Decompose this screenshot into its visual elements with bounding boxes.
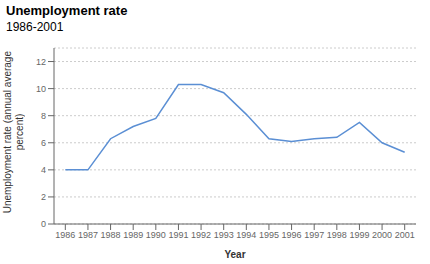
html-text:1986-2001: 1986-2001 (6, 20, 64, 34)
svg-text:Year: Year (224, 249, 245, 260)
svg-text:1997: 1997 (304, 230, 324, 240)
svg-text:1995: 1995 (259, 230, 279, 240)
svg-text:1994: 1994 (236, 230, 256, 240)
svg-text:6: 6 (41, 138, 46, 148)
svg-text:10: 10 (36, 84, 46, 94)
svg-text:1993: 1993 (214, 230, 234, 240)
svg-text:2001: 2001 (395, 230, 415, 240)
svg-text:1998: 1998 (327, 230, 347, 240)
svg-text:1996: 1996 (282, 230, 302, 240)
svg-text:4: 4 (41, 165, 46, 175)
svg-text:1989: 1989 (123, 230, 143, 240)
svg-text:2000: 2000 (372, 230, 392, 240)
svg-text:1991: 1991 (168, 230, 188, 240)
svg-text:1990: 1990 (146, 230, 166, 240)
svg-text:1986: 1986 (55, 230, 75, 240)
svg-text:8: 8 (41, 111, 46, 121)
svg-text:1987: 1987 (78, 230, 98, 240)
svg-text:1999: 1999 (349, 230, 369, 240)
svg-text:1988: 1988 (101, 230, 121, 240)
html-text:Unemployment rate (annual aver: Unemployment rate (annual average percen… (2, 50, 25, 214)
svg-text:1992: 1992 (191, 230, 211, 240)
svg-text:12: 12 (36, 57, 46, 67)
svg-text:2: 2 (41, 192, 46, 202)
html-text:Unemployment rate: Unemployment rate (6, 3, 128, 18)
svg-text:0: 0 (41, 219, 46, 229)
